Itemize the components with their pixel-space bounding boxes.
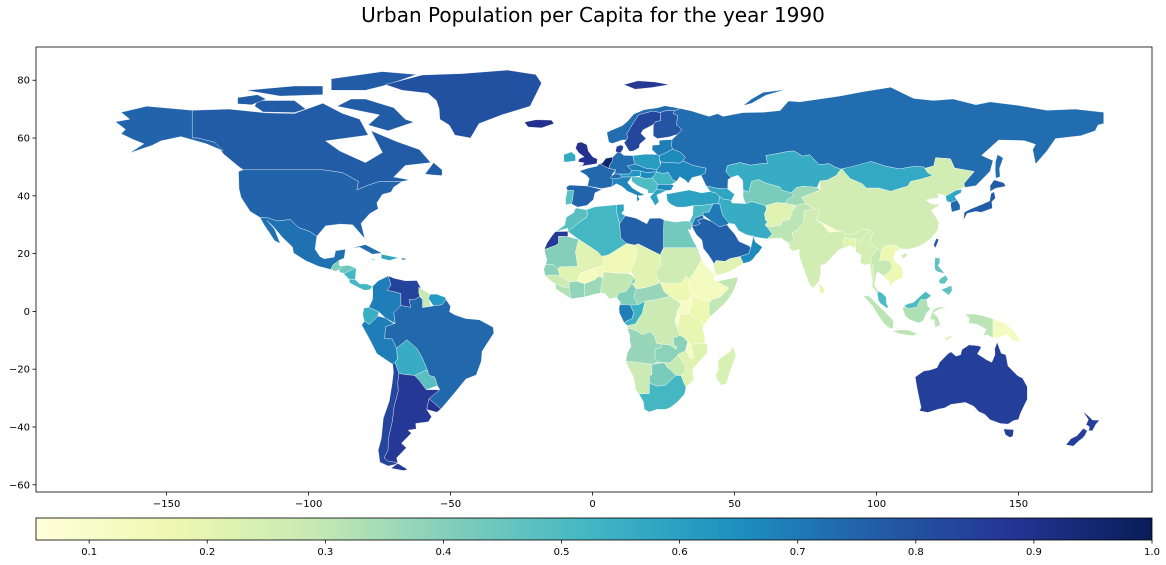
y-tick-label: 0: [24, 307, 30, 318]
chart-title: Urban Population per Capita for the year…: [361, 3, 825, 27]
y-tick-label: 40: [17, 191, 30, 202]
region-143: [401, 257, 407, 260]
region-8: [115, 106, 224, 154]
x-tick-label: 100: [867, 499, 886, 510]
region-78: [841, 161, 933, 192]
region-93: [992, 318, 1021, 342]
y-tick-label: 60: [17, 134, 30, 145]
colorbar-tick-label: 0.3: [317, 547, 333, 558]
region-0: [192, 103, 431, 191]
region-15: [381, 254, 399, 261]
region-121: [584, 276, 603, 298]
region-94: [934, 257, 945, 274]
region-126: [708, 276, 738, 317]
country-regions: [115, 69, 1104, 471]
colorbar-tick-label: 1.0: [1144, 547, 1160, 558]
region-67: [691, 218, 751, 265]
x-tick-label: −150: [153, 499, 180, 510]
region-101: [1082, 410, 1100, 431]
region-29: [385, 69, 542, 139]
region-119: [568, 281, 585, 299]
colorbar-gradient: [36, 518, 1152, 540]
colorbar-frame: [35, 517, 1153, 541]
region-97: [933, 238, 939, 249]
region-47: [649, 189, 667, 206]
region-10: [330, 259, 343, 272]
region-27: [426, 398, 442, 413]
map-axes-frame: [35, 46, 1153, 493]
y-tick-label: −20: [9, 365, 30, 376]
x-tick-label: −50: [440, 499, 461, 510]
y-tick-label: −60: [9, 480, 30, 491]
region-69: [740, 234, 763, 264]
region-6: [424, 162, 443, 176]
region-80: [950, 199, 961, 213]
region-26: [383, 373, 440, 463]
region-85: [879, 245, 904, 287]
y-axis-latitude: −60 −40 −20 0 20 40 60 80: [9, 76, 36, 491]
x-tick-label: −100: [295, 499, 322, 510]
region-79: [945, 189, 962, 203]
region-31: [575, 141, 598, 168]
region-65: [689, 203, 714, 227]
region-141: [638, 375, 687, 413]
region-57: [742, 89, 786, 106]
region-96: [938, 275, 949, 285]
x-axis-longitude: −150 −100 −50 0 50 100 150: [153, 492, 1028, 510]
colorbar-tick-label: 0.2: [199, 547, 215, 558]
x-tick-label: 150: [1009, 499, 1028, 510]
region-81: [963, 191, 996, 221]
region-13: [349, 279, 373, 291]
y-tick-label: 80: [17, 76, 30, 87]
colorbar-tick-label: 0.8: [908, 547, 924, 558]
region-1: [336, 98, 414, 131]
region-90: [892, 329, 918, 336]
region-102: [1065, 428, 1088, 447]
colorbar-axis: 0.1 0.2 0.3 0.4 0.5 0.6 0.7 0.8 0.9 1.0: [81, 540, 1160, 558]
region-18: [418, 286, 432, 308]
x-tick-label: 50: [728, 499, 741, 510]
x-tick-label: 0: [589, 499, 595, 510]
colorbar-tick-label: 0.1: [81, 547, 97, 558]
region-40: [611, 176, 646, 202]
region-142: [623, 80, 670, 90]
colorbar-tick-label: 0.4: [435, 547, 451, 558]
region-2: [254, 100, 306, 113]
region-32: [563, 151, 576, 163]
region-91: [929, 306, 948, 328]
region-30: [524, 119, 555, 129]
region-89: [903, 291, 932, 309]
y-tick-label: 20: [17, 249, 30, 260]
region-109: [663, 219, 698, 248]
colorbar-tick-label: 0.7: [790, 547, 806, 558]
colorbar-tick-label: 0.5: [554, 547, 570, 558]
region-86: [876, 291, 889, 309]
region-92: [964, 313, 994, 338]
region-82: [989, 179, 1006, 192]
region-75: [819, 282, 826, 294]
region-58: [995, 154, 1004, 179]
region-99: [915, 342, 1028, 425]
region-103: [715, 346, 737, 386]
region-95: [938, 285, 953, 296]
region-4: [237, 94, 267, 105]
region-87: [863, 295, 894, 329]
region-77: [900, 252, 908, 259]
colorbar-tick-label: 0.6: [672, 547, 688, 558]
y-tick-label: −40: [9, 422, 30, 433]
region-14: [351, 244, 383, 255]
region-28: [390, 463, 408, 471]
region-100: [1003, 428, 1014, 438]
colorbar-tick-label: 0.9: [1026, 547, 1042, 558]
region-144: [369, 258, 377, 261]
region-55: [615, 144, 624, 153]
region-5: [245, 85, 323, 97]
region-98: [944, 335, 955, 342]
